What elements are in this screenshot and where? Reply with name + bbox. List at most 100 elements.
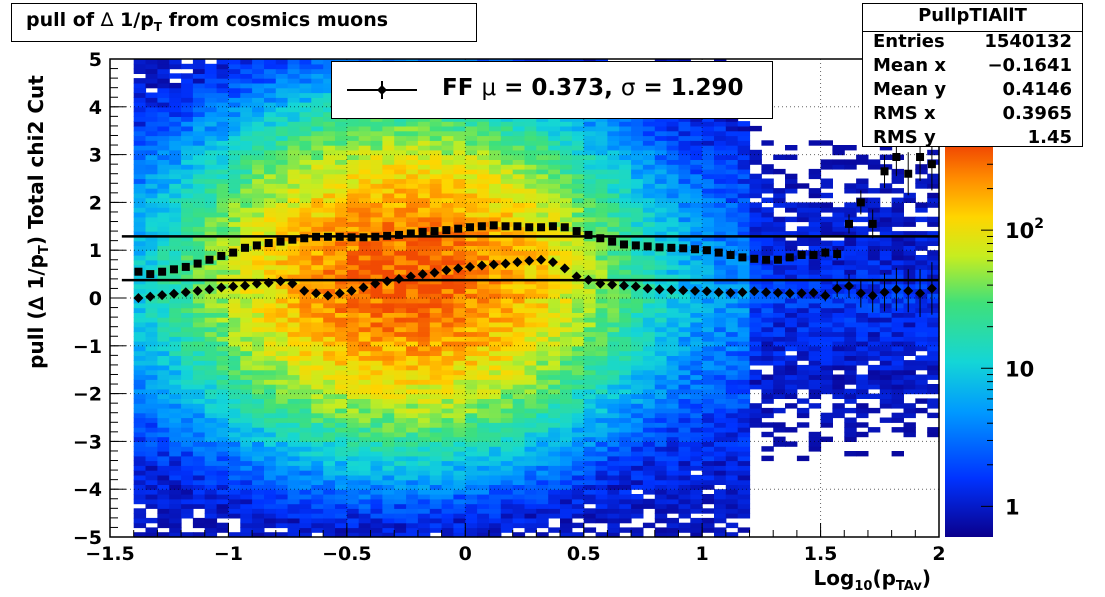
heatmap-cell: [299, 355, 312, 361]
heatmap-cell: [631, 331, 644, 337]
heatmap-cell: [465, 250, 478, 256]
heatmap-cell: [204, 503, 218, 509]
heatmap-cell: [631, 321, 644, 328]
heatmap-cell: [477, 407, 490, 414]
heatmap-cell: [133, 212, 147, 218]
heatmap-cell: [619, 336, 632, 342]
heatmap-cell: [489, 374, 502, 380]
heatmap-cell: [654, 532, 668, 538]
heatmap-cell: [204, 116, 218, 122]
heatmap-cell: [228, 460, 241, 466]
heatmap-cell: [714, 278, 727, 285]
heatmap-cell: [595, 465, 608, 471]
heatmap-cell: [252, 436, 265, 442]
heatmap-cell: [583, 259, 597, 266]
heatmap-cell: [370, 125, 383, 132]
heatmap-cell: [358, 278, 372, 285]
heatmap-cell: [619, 474, 632, 481]
heatmap-cell: [417, 522, 431, 529]
heatmap-cell: [181, 159, 194, 165]
heatmap-cell: [619, 288, 632, 294]
heatmap-cell: [512, 197, 526, 203]
heatmap-cell: [465, 350, 478, 356]
heatmap-cell: [252, 393, 265, 399]
heatmap-cell: [725, 173, 739, 180]
heatmap-cell: [157, 245, 170, 251]
heatmap-cell: [477, 125, 490, 132]
heatmap-cell: [275, 465, 289, 471]
heatmap-cell: [181, 331, 194, 337]
heatmap-cell: [240, 192, 253, 199]
heatmap-cell: [133, 168, 147, 175]
heatmap-cell: [666, 508, 679, 514]
heatmap-cell: [299, 417, 312, 423]
heatmap-cell: [583, 149, 597, 156]
heatmap-cell: [714, 283, 727, 290]
heatmap-cell: [583, 494, 597, 500]
heatmap-cell: [453, 130, 466, 137]
heatmap-cell: [500, 125, 514, 132]
heatmap-cell: [678, 369, 691, 376]
heatmap-cell: [216, 331, 229, 337]
heatmap-cell: [252, 192, 265, 199]
heatmap-cell: [654, 140, 668, 146]
heatmap-cell: [358, 159, 372, 165]
heatmap-cell: [181, 226, 194, 232]
heatmap-cell: [252, 106, 265, 113]
heatmap-cell: [631, 455, 644, 462]
heatmap-cell: [287, 374, 300, 380]
heatmap-cell: [560, 508, 573, 514]
heatmap-cell: [145, 336, 158, 342]
heatmap-cell: [346, 479, 360, 485]
heatmap-cell: [157, 178, 170, 184]
heatmap-cell: [252, 188, 265, 194]
heatmap-cell: [714, 355, 727, 361]
heatmap-cell: [512, 374, 526, 380]
heatmap-cell: [358, 369, 372, 376]
heatmap-cell: [346, 255, 360, 261]
heatmap-cell: [394, 197, 407, 203]
heatmap-cell: [157, 398, 170, 404]
heatmap-cell: [133, 331, 147, 337]
heatmap-cell: [654, 173, 668, 180]
heatmap-cell: [548, 125, 561, 132]
heatmap-cell: [571, 508, 585, 514]
heatmap-cell: [358, 451, 372, 457]
heatmap-cell: [725, 336, 739, 342]
heatmap-cell: [370, 350, 383, 356]
heatmap-cell: [453, 168, 466, 175]
heatmap-cell: [181, 269, 194, 275]
heatmap-cell: [323, 240, 336, 246]
heatmap-cell: [216, 97, 229, 103]
heatmap-cell: [358, 360, 372, 366]
heatmap-cell: [394, 326, 407, 333]
heatmap-cell: [690, 465, 703, 471]
heatmap-cell: [631, 135, 644, 141]
heatmap-cell: [536, 240, 549, 246]
heatmap-cell: [678, 121, 691, 127]
heatmap-cell: [370, 412, 383, 419]
heatmap-cell: [145, 178, 158, 184]
heatmap-cell: [429, 350, 443, 356]
heatmap-cell: [666, 479, 679, 485]
heatmap-cell: [642, 489, 656, 495]
heatmap-cell: [133, 173, 147, 180]
heatmap-cell: [275, 422, 289, 428]
heatmap-cell: [465, 369, 478, 376]
heatmap-cell: [595, 326, 608, 333]
heatmap-cell: [500, 441, 514, 447]
heatmap-cell: [216, 441, 229, 447]
heatmap-cell: [240, 278, 253, 285]
heatmap-cell: [631, 350, 644, 356]
heatmap-cell: [287, 484, 300, 490]
heatmap-cell: [441, 312, 454, 318]
heatmap-cell: [275, 221, 289, 227]
heatmap-cell: [702, 116, 715, 122]
heatmap-cell: [595, 484, 608, 490]
heatmap-cell: [264, 460, 277, 466]
heatmap-cell: [477, 331, 490, 337]
heatmap-cell: [323, 73, 336, 79]
heatmap-cell: [382, 255, 395, 261]
heatmap-cell: [429, 188, 443, 194]
heatmap-cell: [169, 97, 182, 103]
